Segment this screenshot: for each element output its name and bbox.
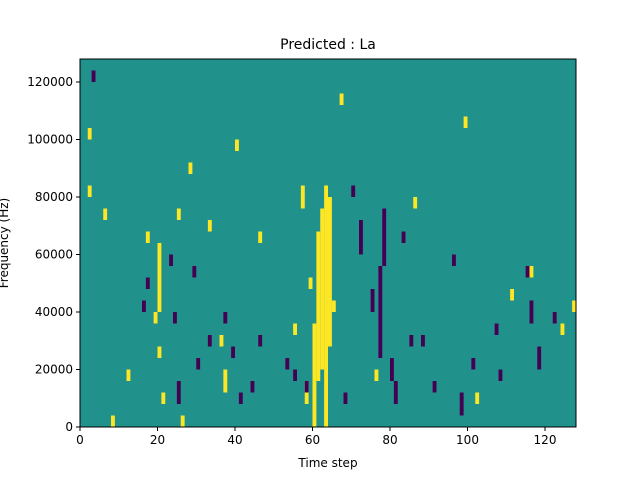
heatmap-cell-low xyxy=(390,358,394,381)
heatmap-cell-low xyxy=(537,346,542,370)
heatmap-plot-area xyxy=(79,58,577,428)
heatmap-cell-low xyxy=(359,220,363,255)
heatmap-cell-low xyxy=(525,266,530,278)
heatmap-cell-high xyxy=(328,197,332,347)
heatmap-cell-low xyxy=(223,312,228,324)
heatmap-cell-low xyxy=(169,254,173,266)
heatmap-cell-low xyxy=(552,312,557,324)
heatmap-cell-high xyxy=(145,231,150,243)
heatmap-cell-high xyxy=(300,185,305,209)
heatmap-cell-high xyxy=(308,277,313,289)
heatmap-cell-high xyxy=(157,346,162,358)
heatmap-cell-low xyxy=(529,300,534,324)
y-tick-label: 0 xyxy=(65,420,73,434)
heatmap-cell-low xyxy=(173,312,177,324)
heatmap-cell-high xyxy=(188,162,193,174)
heatmap-cell-low xyxy=(238,392,243,404)
heatmap-cell-high xyxy=(153,312,158,324)
heatmap-cell-low xyxy=(285,358,290,370)
heatmap-cell-high xyxy=(475,392,480,404)
heatmap-cell-high xyxy=(572,300,576,312)
heatmap-cell-high xyxy=(529,266,534,278)
heatmap-cell-low xyxy=(498,369,503,381)
chart-title: Predicted : La xyxy=(280,37,376,53)
plot-frame xyxy=(79,58,577,428)
x-tick-label: 60 xyxy=(305,433,320,447)
heatmap-cell-high xyxy=(157,243,162,312)
heatmap-cell-low xyxy=(258,335,263,347)
y-tick-label: 100000 xyxy=(27,133,73,147)
heatmap-cell-high xyxy=(324,185,328,427)
heatmap-cell-high xyxy=(413,197,418,209)
y-tick-label: 120000 xyxy=(27,75,73,89)
heatmap-cell-high xyxy=(463,116,468,128)
y-tick-label: 20000 xyxy=(35,363,73,377)
heatmap-cell-low xyxy=(145,277,150,289)
x-axis: 0 20 40 60 80 100 120 xyxy=(76,427,556,447)
heatmap-cell-high xyxy=(293,323,297,335)
heatmap-cell-low xyxy=(293,369,297,381)
heatmap-cell-low xyxy=(378,266,383,358)
heatmap-cell-high xyxy=(510,289,514,301)
y-tick-label: 80000 xyxy=(35,190,73,204)
heatmap-cell-low xyxy=(176,381,181,404)
heatmap-cell-high xyxy=(219,335,224,347)
heatmap-cell-high xyxy=(126,369,131,381)
heatmap-cell-low xyxy=(370,289,375,312)
x-tick-label: 80 xyxy=(382,433,397,447)
heatmap-cell-high xyxy=(235,139,239,151)
x-tick-label: 100 xyxy=(456,433,479,447)
heatmap-cell-high xyxy=(339,93,344,105)
heatmap-cell-low xyxy=(142,300,146,312)
heatmap-cell-low xyxy=(231,346,235,358)
heatmap-cell-high xyxy=(560,323,565,335)
heatmap-cell-high xyxy=(161,392,166,404)
heatmap-cell-low xyxy=(409,335,414,347)
heatmap-cell-low xyxy=(471,358,476,370)
x-tick-label: 20 xyxy=(150,433,165,447)
heatmap-cell-high xyxy=(180,415,185,427)
heatmap-cell-high xyxy=(111,415,115,427)
heatmap-cell-high xyxy=(374,369,379,381)
heatmap-cell-low xyxy=(351,185,356,197)
heatmap-cell-low xyxy=(421,335,425,347)
heatmap-cell-low xyxy=(432,381,437,393)
heatmap-cell-low xyxy=(494,323,499,335)
heatmap-cell-high xyxy=(87,185,92,197)
heatmap-cell-high xyxy=(223,369,228,393)
heatmap-cell-low xyxy=(393,381,398,404)
heatmap-cell-high xyxy=(258,231,263,243)
heatmap-cell-high xyxy=(207,220,212,232)
heatmap-cell-low xyxy=(452,254,456,266)
x-tick-label: 40 xyxy=(227,433,242,447)
x-tick-label: 120 xyxy=(534,433,557,447)
y-axis: 0 20000 40000 60000 80000 100000 120000 xyxy=(27,75,80,434)
heatmap-cell-high xyxy=(316,231,321,381)
y-tick-label: 60000 xyxy=(35,248,73,262)
heatmap-cell-low xyxy=(207,335,212,347)
heatmap-cell-low xyxy=(304,381,309,393)
heatmap-cell-low xyxy=(401,231,406,243)
y-tick-label: 40000 xyxy=(35,305,73,319)
heatmap-cell-low xyxy=(192,266,197,278)
heatmap-cell-low xyxy=(343,392,348,404)
x-axis-label: Time step xyxy=(297,456,357,470)
heatmap-cell-low xyxy=(91,70,96,82)
heatmap-cell-high xyxy=(331,300,336,312)
y-axis-label: Frequency (Hz) xyxy=(0,198,11,289)
heatmap-cell-low xyxy=(459,392,464,416)
heatmap-cell-high xyxy=(320,208,325,370)
heatmap-cell-low xyxy=(382,208,387,266)
heatmap-cell-low xyxy=(196,358,201,370)
heatmap-cell-high xyxy=(87,128,92,140)
heatmap-cell-low xyxy=(250,381,255,393)
heatmap-cell-high xyxy=(176,208,181,220)
heatmap-cell-high xyxy=(103,208,108,220)
x-tick-label: 0 xyxy=(76,433,84,447)
heatmap-cell-high xyxy=(312,323,317,427)
